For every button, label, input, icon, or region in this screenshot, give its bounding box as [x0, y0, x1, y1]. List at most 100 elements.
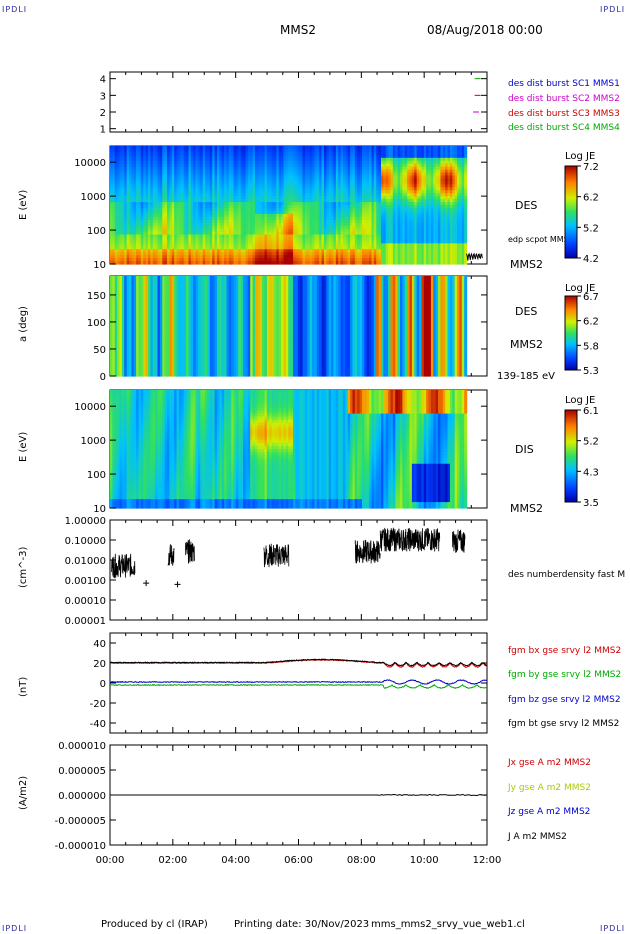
x-tick-label: 12:00 — [473, 855, 502, 866]
x-tick-label: 10:00 — [410, 855, 439, 866]
side-label-mms2-3: MMS2 — [510, 502, 543, 515]
current-trace — [110, 793, 486, 797]
burst-y-tick-label: 1 — [100, 125, 106, 136]
legend-burst-sc4: des dist burst SC4 MMS4 — [508, 123, 620, 133]
legend-jz: Jz gse A m2 MMS2 — [508, 807, 591, 817]
density-y-tick-label: 0.00100 — [65, 576, 106, 587]
density-y-tick-label: 0.00010 — [65, 596, 106, 607]
colorbar-des_pitch — [564, 295, 578, 371]
legend-burst-sc3: des dist burst SC3 MMS3 — [508, 109, 620, 119]
x-tick-label: 00:00 — [96, 855, 125, 866]
colorbar-title-3: Log JE — [565, 395, 596, 406]
density-trace — [167, 544, 175, 566]
dis-energy-y-tick-label: 10000 — [74, 402, 106, 413]
legend-fgm-bx: fgm bx gse srvy l2 MMS2 — [508, 646, 622, 656]
density-y-tick-label: 0.10000 — [65, 536, 106, 547]
des-energy-y-tick-label: 100 — [87, 226, 106, 237]
overlay-label-scpot: edp scpot MMS2 — [508, 235, 574, 244]
density-trace — [379, 527, 441, 552]
des-pitch-y-tick-label: 150 — [87, 291, 106, 302]
legend-j: J A m2 MMS2 — [508, 832, 567, 842]
colorbar-tick-label: 5.2 — [583, 223, 599, 234]
footer-printing-date: Printing date: 30/Nov/2023 — [234, 919, 370, 930]
side-label-des: DES — [515, 199, 538, 212]
colorbar-title-1: Log JE — [565, 151, 596, 162]
side-label-mms2-2: MMS2 — [510, 338, 543, 351]
corner-label-top-right: IPDLI — [600, 5, 626, 14]
density-marker — [143, 580, 150, 587]
colorbar-tick-label: 4.2 — [583, 254, 599, 265]
fgm-series-0 — [109, 659, 488, 668]
des-pitch-y-tick-label: 0 — [100, 372, 106, 383]
range-label-pitch: 139-185 eV — [497, 371, 555, 382]
x-tick-label: 02:00 — [158, 855, 187, 866]
colorbar-tick-label: 6.2 — [583, 193, 599, 204]
colorbar-tick-label: 6.7 — [583, 292, 599, 303]
datetime-title: 08/Aug/2018 00:00 — [427, 23, 543, 37]
legend-jx: Jx gse A m2 MMS2 — [508, 758, 591, 768]
corner-label-bottom-left: IPDLI — [2, 924, 28, 933]
burst-y-tick-label: 2 — [100, 108, 106, 119]
colorbar-tick-label: 5.3 — [583, 366, 599, 377]
colorbar-tick-label: 3.5 — [583, 498, 599, 509]
legend-fgm-bt: fgm bt gse srvy l2 MMS2 — [508, 719, 620, 729]
x-tick-label: 04:00 — [221, 855, 250, 866]
current-y-tick-label: 0.000010 — [58, 741, 106, 752]
legend-fgm-bz: fgm bz gse srvy l2 MMS2 — [508, 695, 621, 705]
fgm-series-3 — [109, 658, 488, 667]
legend-burst-sc1: des dist burst SC1 MMS1 — [508, 79, 620, 89]
fgm-y-tick-label: 0 — [100, 679, 106, 690]
legend-burst-sc2: des dist burst SC2 MMS2 — [508, 94, 620, 104]
fgm-y-tick-label: 20 — [93, 659, 106, 670]
footer-product: mms_mms2_srvy_vue_web1.cl — [371, 919, 525, 930]
colorbar-tick-label: 7.2 — [583, 162, 599, 173]
des-pitch-y-tick-label: 100 — [87, 318, 106, 329]
density-trace — [111, 553, 136, 579]
colorbar-tick-label: 6.2 — [583, 317, 599, 328]
des-pitch-y-tick-label: 50 — [93, 345, 106, 356]
colorbar-tick-label: 5.8 — [583, 341, 599, 352]
des-energy-y-tick-label: 10000 — [74, 158, 106, 169]
density-trace — [185, 539, 196, 564]
des-energy-y-tick-label: 1000 — [81, 192, 106, 203]
density-trace — [354, 539, 381, 564]
corner-label-top-left: IPDLI — [2, 5, 28, 14]
heatmap-des_energy — [110, 146, 468, 265]
current-y-tick-label: -0.000010 — [55, 841, 106, 852]
des-energy-y-tick-label: 10 — [93, 260, 106, 271]
panel-frame-5 — [109, 632, 488, 734]
scpot-trace — [466, 252, 483, 261]
density-marker — [174, 581, 181, 588]
spacecraft-title: MMS2 — [280, 23, 316, 37]
density-y-tick-label: 0.00001 — [65, 616, 106, 627]
burst-y-tick-label: 3 — [100, 91, 106, 102]
corner-label-bottom-right: IPDLI — [600, 924, 626, 933]
colorbar-title-2: Log JE — [565, 283, 596, 294]
density-trace — [263, 543, 290, 568]
fgm-y-tick-label: -40 — [90, 719, 106, 730]
fgm-series-1 — [110, 683, 488, 690]
current-y-tick-label: -0.000005 — [55, 816, 106, 827]
side-label-mms2-1: MMS2 — [510, 258, 543, 271]
burst-y-tick-label: 4 — [100, 75, 106, 86]
current-y-tick-label: 0.000000 — [58, 791, 106, 802]
footer-produced-by: Produced by cl (IRAP) — [101, 919, 208, 930]
legend-density: des numberdensity fast M — [508, 570, 626, 580]
panel-frame-4 — [109, 519, 488, 621]
heatmap-dis_energy — [110, 390, 468, 509]
dis-energy-y-tick-label: 100 — [87, 470, 106, 481]
colorbar-tick-label: 6.1 — [583, 406, 599, 417]
heatmap-des_pitch — [110, 276, 468, 377]
colorbar-tick-label: 5.2 — [583, 437, 599, 448]
density-y-tick-label: 0.01000 — [65, 556, 106, 567]
fgm-y-tick-label: 40 — [93, 639, 106, 650]
legend-jy: Jy gse A m2 MMS2 — [508, 783, 591, 793]
fgm-series-2 — [109, 679, 487, 685]
colorbar-des_energy — [564, 165, 578, 259]
density-trace — [452, 529, 466, 553]
density-y-tick-label: 1.00000 — [65, 516, 106, 527]
dis-energy-y-tick-label: 10 — [93, 504, 106, 515]
panel-frame-0 — [109, 71, 488, 133]
legend-fgm-by: fgm by gse srvy l2 MMS2 — [508, 670, 622, 680]
